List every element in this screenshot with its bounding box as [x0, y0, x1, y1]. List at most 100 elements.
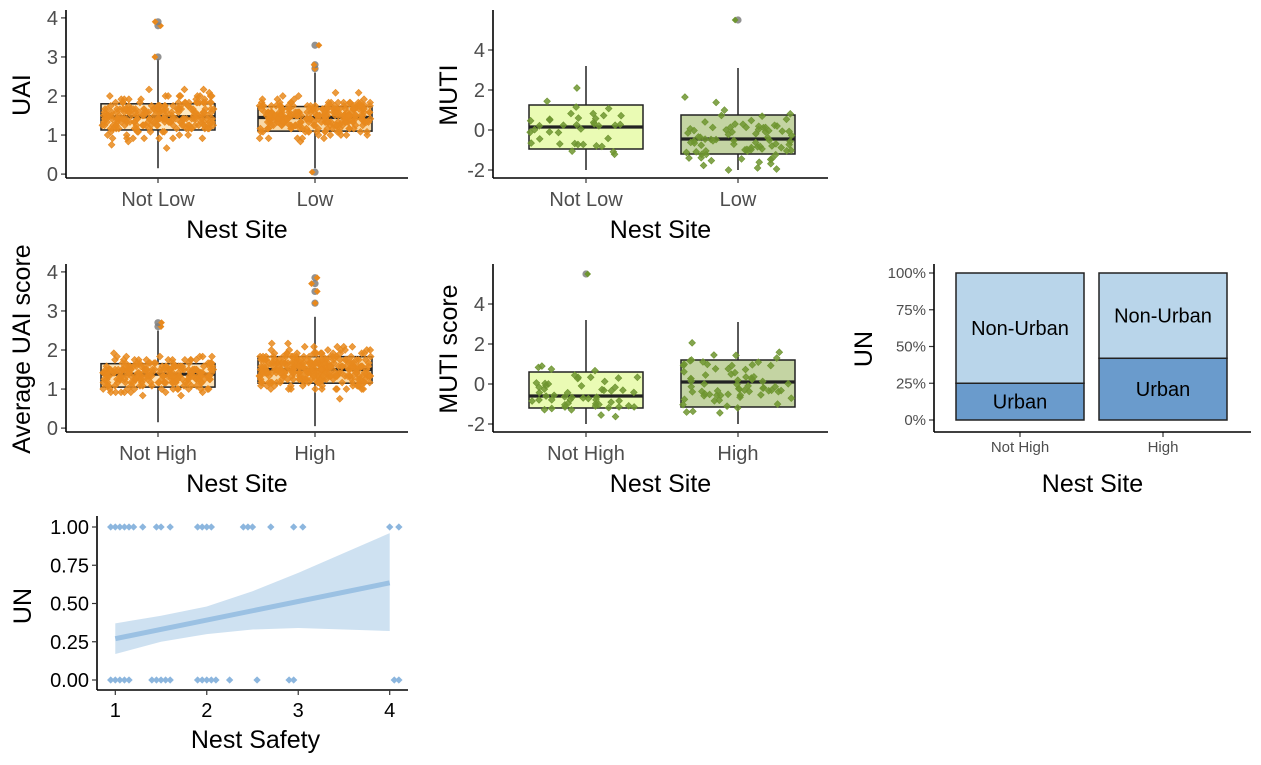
data-point — [244, 523, 252, 531]
data-point — [617, 111, 625, 120]
data-point — [710, 397, 719, 405]
data-point — [713, 387, 722, 395]
data-point — [248, 523, 257, 531]
data-point — [200, 95, 209, 104]
data-point — [317, 349, 325, 358]
data-point — [323, 111, 332, 120]
data-point — [169, 385, 178, 393]
data-point — [302, 114, 311, 123]
data-point — [317, 118, 326, 126]
data-point — [264, 134, 273, 143]
data-point — [184, 131, 192, 139]
data-point — [326, 362, 334, 371]
data-point — [547, 404, 556, 413]
y-tick-label: 0 — [474, 120, 485, 142]
data-point — [267, 101, 276, 110]
data-point — [717, 111, 726, 120]
data-point — [347, 359, 356, 367]
data-point — [306, 108, 315, 117]
data-point — [140, 368, 148, 377]
data-point — [680, 395, 689, 404]
data-point — [754, 358, 763, 366]
data-point — [111, 98, 120, 107]
data-point — [687, 382, 696, 391]
data-point — [344, 111, 353, 120]
data-point — [346, 372, 354, 380]
data-point — [775, 348, 784, 357]
data-point — [348, 342, 357, 351]
data-point — [347, 352, 355, 361]
data-point — [326, 131, 335, 139]
data-point — [329, 355, 338, 364]
data-point — [335, 394, 344, 403]
data-point — [325, 368, 334, 377]
data-point — [366, 114, 375, 123]
data-point — [153, 105, 162, 113]
data-point — [604, 403, 613, 412]
data-point — [116, 372, 125, 380]
data-point — [545, 116, 554, 124]
data-point — [341, 346, 349, 354]
data-point — [701, 118, 709, 126]
data-point — [278, 92, 287, 100]
data-point — [279, 359, 287, 367]
bar-segment-urban — [955, 382, 1085, 421]
data-point — [328, 124, 337, 133]
data-point — [255, 101, 264, 110]
data-point — [137, 362, 145, 371]
y-tick-label: 0 — [47, 418, 58, 440]
data-point — [264, 124, 273, 133]
x-tick-label: Not High — [119, 443, 197, 465]
data-point — [133, 114, 142, 123]
data-point — [589, 109, 597, 118]
data-point — [611, 412, 620, 421]
data-point — [205, 372, 214, 380]
data-point — [318, 385, 326, 393]
data-point — [342, 131, 351, 139]
data-point — [151, 359, 160, 367]
data-point — [166, 523, 174, 531]
data-point — [112, 114, 120, 123]
data-point — [349, 105, 357, 113]
data-point — [306, 101, 315, 110]
data-point — [615, 396, 623, 405]
data-point — [239, 523, 248, 531]
data-point — [149, 118, 158, 126]
data-point — [592, 396, 600, 404]
x-tick-label: Low — [297, 189, 334, 211]
data-point — [685, 154, 693, 162]
data-point — [584, 394, 593, 403]
data-point — [182, 124, 191, 133]
data-point — [127, 365, 135, 374]
data-point — [711, 364, 720, 373]
y-tick-label: 100% — [888, 265, 926, 282]
data-point — [747, 116, 756, 125]
data-point — [307, 365, 315, 374]
data-point — [766, 361, 775, 370]
data-point — [301, 368, 310, 377]
data-point — [555, 140, 564, 148]
data-point — [176, 92, 185, 100]
data-point — [770, 121, 779, 130]
data-point — [633, 373, 642, 382]
data-point — [615, 403, 623, 411]
data-point — [125, 95, 133, 104]
data-point — [611, 121, 619, 130]
data-point — [270, 349, 279, 358]
data-point — [742, 373, 750, 381]
data-point — [598, 385, 606, 394]
data-point — [697, 150, 706, 159]
data-point — [547, 396, 556, 404]
data-point — [680, 367, 688, 376]
data-point — [705, 390, 714, 399]
data-point — [310, 342, 318, 351]
data-point — [773, 400, 782, 408]
data-point — [366, 98, 374, 107]
data-point — [267, 385, 275, 393]
x-axis-title: Nest Safety — [191, 726, 321, 754]
data-point — [143, 375, 152, 384]
outlier-point — [311, 41, 319, 49]
data-point — [157, 385, 166, 393]
data-point — [782, 115, 791, 124]
data-point — [360, 349, 369, 358]
